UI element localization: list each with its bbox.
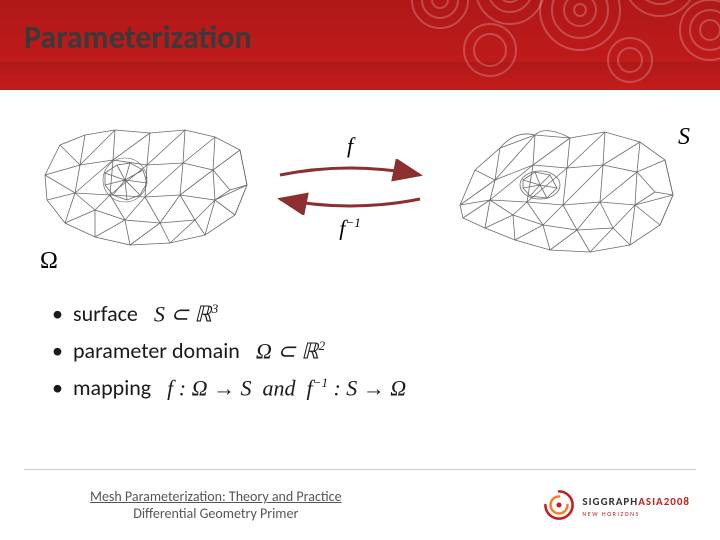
siggraph-logo: SIGGRAPHASIA2008 NEW HORIZONS (542, 488, 690, 522)
footer-text: Mesh Parameterization: Theory and Practi… (90, 488, 342, 522)
math-mapping: f : Ω → S and f−1 : S → Ω (167, 375, 406, 401)
omega-label: Ω (40, 248, 58, 275)
flat-mesh (35, 115, 255, 260)
diagram-area: f f−1 (0, 110, 720, 265)
bullet-list: • surface S ⊂ ℝ3 • parameter domain Ω ⊂ … (52, 300, 406, 411)
bullet-surface: • surface S ⊂ ℝ3 (52, 300, 406, 327)
inverse-map-label: f−1 (339, 215, 360, 241)
logo-swirl-icon (542, 488, 576, 522)
slide-title: Parameterization (24, 18, 252, 57)
bullet-domain: • parameter domain Ω ⊂ ℝ2 (52, 337, 406, 364)
surface-mesh (445, 110, 685, 265)
forward-map-label: f (347, 133, 353, 159)
footer: Mesh Parameterization: Theory and Practi… (0, 488, 720, 522)
math-domain: Ω ⊂ ℝ2 (256, 338, 325, 364)
math-surface: S ⊂ ℝ3 (154, 301, 218, 327)
mapping-arrows: f f−1 (265, 133, 435, 241)
s-label: S (678, 124, 690, 151)
bullet-mapping: • mapping f : Ω → S and f−1 : S → Ω (52, 374, 406, 401)
footer-divider (24, 469, 696, 470)
